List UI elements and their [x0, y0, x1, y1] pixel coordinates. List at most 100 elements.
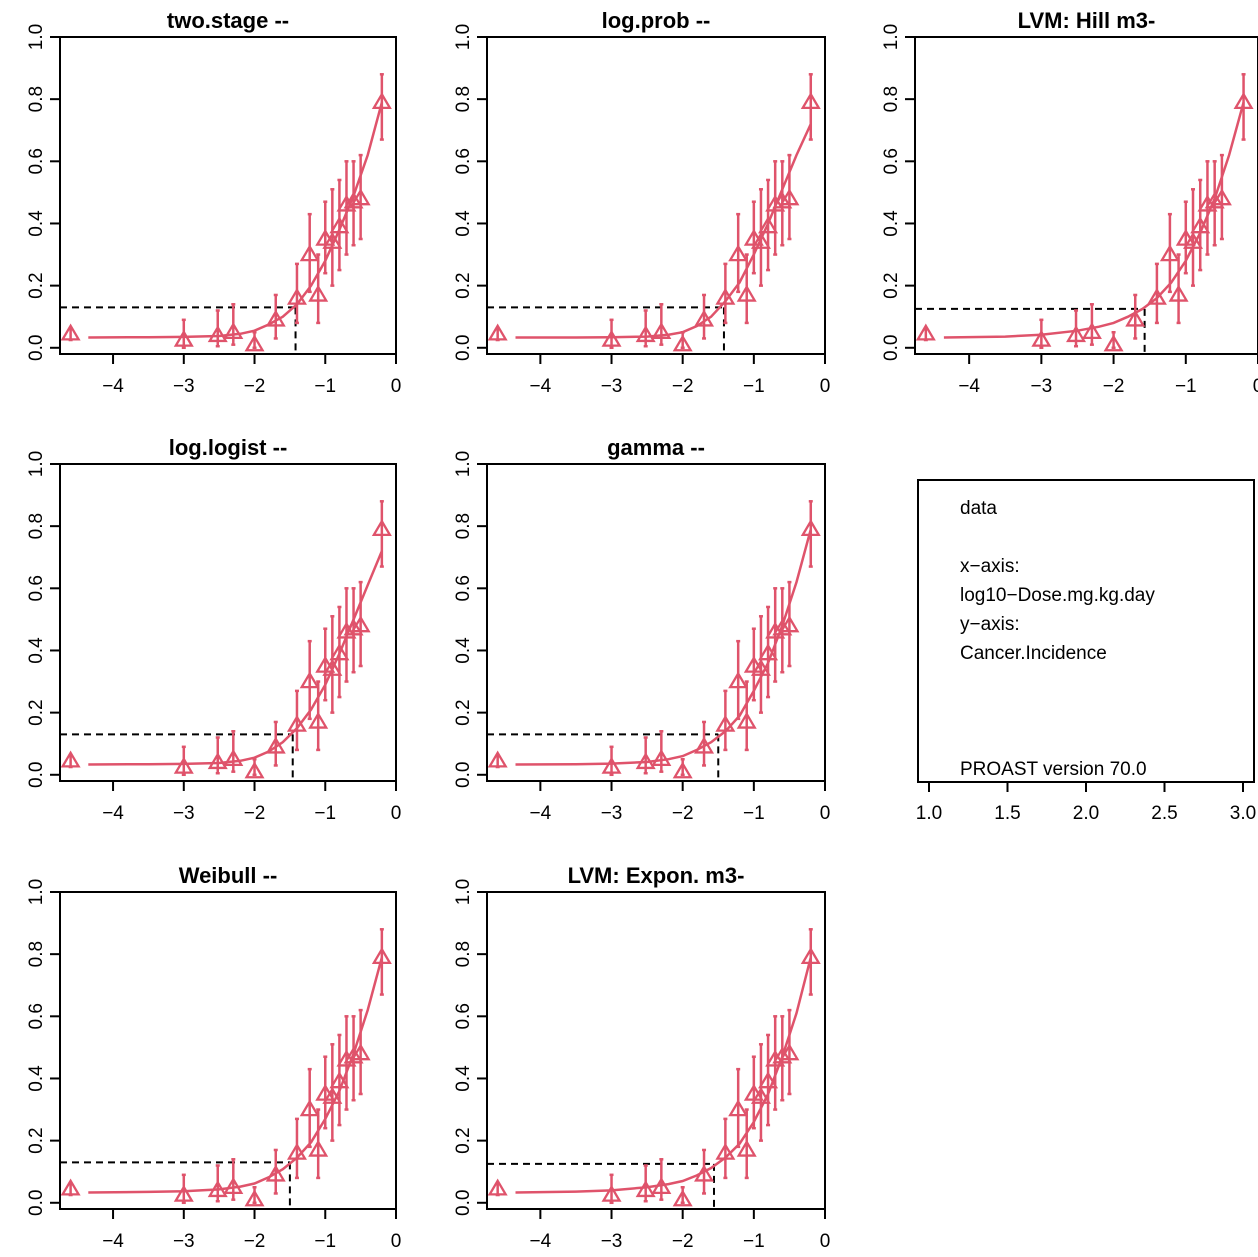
x-tick-label: −4: [102, 803, 124, 824]
data-point-marker: [651, 748, 672, 766]
plot-frame: [59, 463, 397, 782]
plot-frame: [486, 463, 826, 782]
x-tick-label: 1.5: [994, 803, 1020, 824]
data-point-marker: [765, 194, 786, 212]
data-point-marker: [765, 1049, 786, 1067]
info-line: PROAST version 70.0: [960, 759, 1147, 780]
data-point-marker: [601, 756, 622, 774]
data-point-marker: [651, 1176, 672, 1194]
x-tick-label: −2: [244, 376, 266, 397]
data-point-marker: [329, 216, 350, 234]
y-tick-label: 0.8: [453, 941, 474, 967]
y-tick-label: 0.2: [453, 1127, 474, 1153]
x-tick-label: −2: [244, 803, 266, 824]
y-tick-label: 0.2: [26, 272, 47, 298]
data-point-marker: [694, 736, 715, 754]
y-tick-label: 1.0: [881, 24, 902, 50]
plot-area: [487, 73, 821, 354]
data-point-marker: [350, 615, 371, 633]
y-tick-label: 0.0: [26, 335, 47, 361]
data-point-marker: [1233, 91, 1254, 110]
panel-title: two.stage --: [167, 8, 289, 33]
y-tick-label: 0.4: [26, 1065, 47, 1092]
x-tick-label: −2: [672, 803, 694, 824]
data-point-marker: [1211, 188, 1232, 206]
data-point-marker: [635, 1180, 656, 1198]
data-point-marker: [715, 287, 736, 305]
data-point-marker: [244, 334, 265, 352]
y-tick-label: 0.6: [26, 575, 47, 601]
x-tick-label: −3: [173, 1231, 195, 1252]
plot-area: [487, 928, 821, 1209]
data-point-marker: [750, 1086, 771, 1104]
data-point-marker: [286, 714, 307, 732]
data-point-marker: [329, 1071, 350, 1089]
y-tick-label: 0.2: [453, 699, 474, 725]
x-tick-label: −3: [601, 376, 623, 397]
data-point-marker: [601, 1184, 622, 1202]
y-tick-label: 1.0: [26, 24, 47, 50]
info-line: Cancer.Incidence: [960, 643, 1107, 664]
data-point-marker: [672, 334, 693, 352]
y-tick-label: 0.0: [453, 762, 474, 788]
data-point-marker: [60, 750, 81, 768]
panel-3: LVM: Hill m3- −4 −3 −2 −1 0 0.0 0.2 0.4 0.6 0.8 1.0: [881, 8, 1258, 397]
x-tick-label: 0: [391, 803, 402, 824]
data-point-marker: [715, 1142, 736, 1160]
data-point-marker: [322, 231, 343, 249]
data-point-marker: [350, 188, 371, 206]
panel-title: gamma --: [607, 435, 705, 460]
data-point-marker: [800, 518, 821, 537]
plot-area: [915, 73, 1254, 354]
panel-title: Weibull --: [179, 863, 278, 888]
data-point-marker: [244, 1189, 265, 1207]
fitted-curve: [515, 956, 813, 1194]
plot-frame: [486, 891, 826, 1210]
data-point-marker: [322, 658, 343, 676]
x-tick-label: −1: [1175, 376, 1197, 397]
data-point-marker: [651, 321, 672, 339]
data-point-marker: [715, 714, 736, 732]
data-point-marker: [173, 756, 194, 774]
panel-4: log.logist -- −4 −3 −2 −1 0 0.0 0.2 0.4 0.6 0.8 1.0: [26, 435, 401, 824]
data-point-marker: [60, 1178, 81, 1196]
panel-title: log.logist --: [169, 435, 288, 460]
y-tick-label: 0.4: [881, 210, 902, 237]
y-tick-label: 0.8: [26, 513, 47, 539]
x-tick-label: −4: [530, 803, 552, 824]
data-point-marker: [736, 1139, 757, 1157]
data-point-marker: [1125, 309, 1146, 327]
y-tick-label: 0.2: [26, 1127, 47, 1153]
data-point-marker: [1190, 216, 1211, 234]
data-point-marker: [336, 1049, 357, 1067]
x-tick-label: −4: [530, 1231, 552, 1252]
y-tick-label: 0.4: [26, 637, 47, 664]
data-point-marker: [322, 1086, 343, 1104]
y-tick-label: 0.4: [453, 210, 474, 237]
data-point-marker: [779, 1043, 800, 1061]
data-point-marker: [308, 1139, 329, 1157]
x-tick-label: −2: [244, 1231, 266, 1252]
data-point-marker: [1081, 321, 1102, 339]
y-tick-label: 0.2: [881, 272, 902, 298]
data-point-marker: [173, 1184, 194, 1202]
data-point-marker: [694, 309, 715, 327]
data-point-marker: [800, 946, 821, 965]
x-tick-label: −1: [314, 376, 336, 397]
panel-2: log.prob -- −4 −3 −2 −1 0 0.0 0.2 0.4 0.6 0.8 1.0: [453, 8, 830, 397]
panel-6: Weibull -- −4 −3 −2 −1 0 0.0 0.2 0.4 0.6 0.8 1.0: [26, 863, 401, 1252]
data-point-marker: [779, 615, 800, 633]
data-point-marker: [800, 91, 821, 110]
data-point-marker: [728, 244, 749, 262]
y-tick-label: 1.0: [26, 879, 47, 905]
data-point-marker: [308, 284, 329, 302]
y-tick-label: 1.0: [26, 451, 47, 477]
data-point-marker: [1031, 329, 1052, 347]
data-point-marker: [1066, 325, 1087, 343]
data-point-marker: [207, 752, 228, 770]
y-tick-label: 0.8: [453, 86, 474, 112]
x-tick-label: 1.0: [916, 803, 942, 824]
data-point-marker: [728, 1099, 749, 1117]
data-point-marker: [750, 658, 771, 676]
y-tick-label: 0.0: [26, 1190, 47, 1216]
